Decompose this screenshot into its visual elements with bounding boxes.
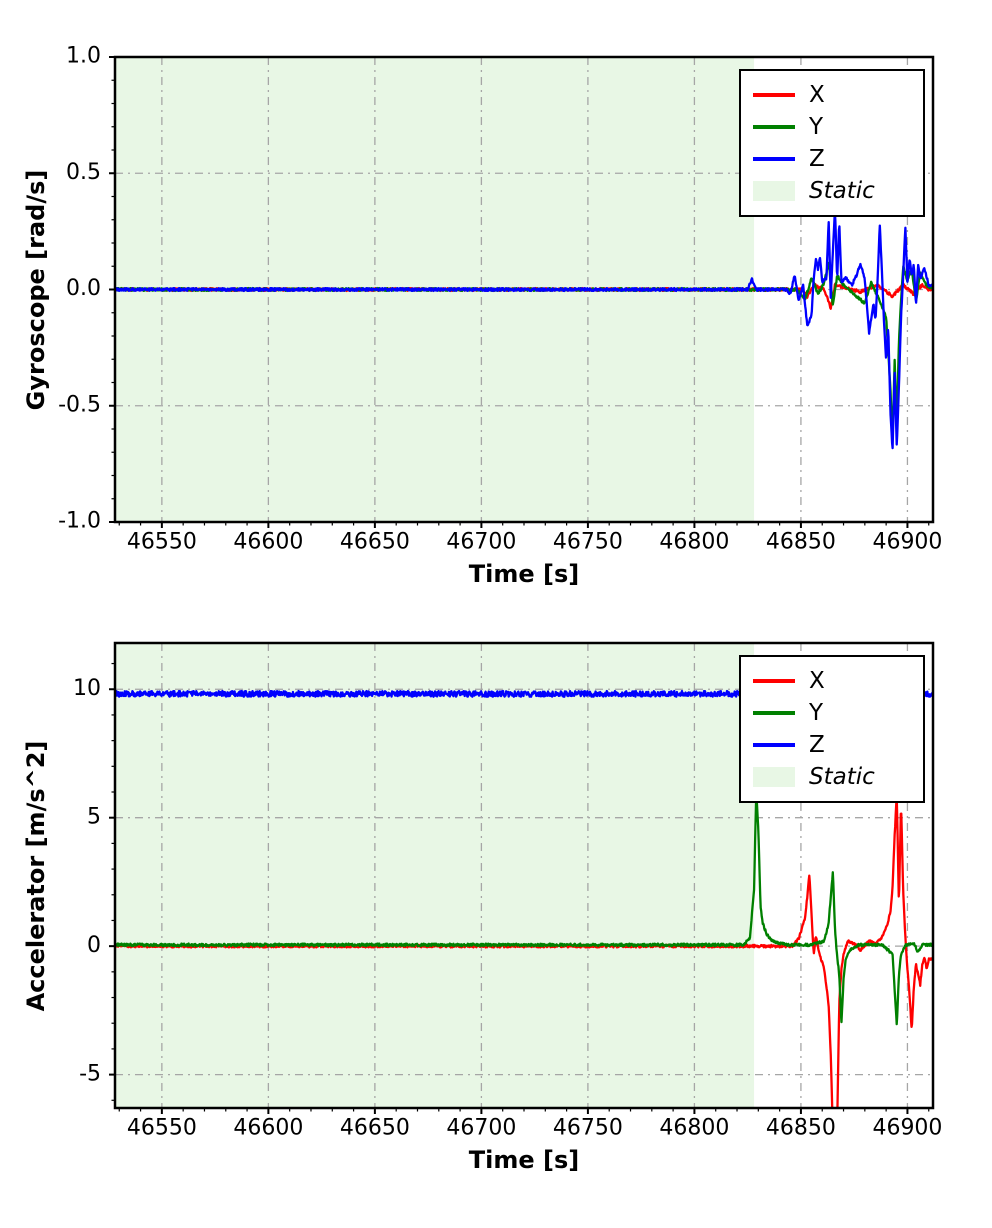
legend-label-y: Y bbox=[809, 113, 824, 140]
legend-label-static: Static bbox=[809, 177, 875, 204]
legend-entry-x: X bbox=[753, 80, 911, 110]
legend-label-y: Y bbox=[809, 699, 824, 726]
static-region-swatch bbox=[753, 767, 795, 787]
legend-label-z: Z bbox=[809, 731, 825, 758]
legend-entry-z: Z bbox=[753, 144, 911, 174]
legend-label-static: Static bbox=[809, 763, 875, 790]
gyroscope-xaxis-label: Time [s] bbox=[468, 560, 580, 588]
accelerator-yaxis-label: Accelerator [m/s^2] bbox=[22, 740, 50, 1012]
legend-label-z: Z bbox=[809, 145, 825, 172]
series-z-swatch bbox=[753, 157, 795, 161]
series-x-swatch bbox=[753, 93, 795, 97]
gyroscope-yaxis-label: Gyroscope [rad/s] bbox=[22, 169, 50, 411]
legend-entry-y: Y bbox=[753, 112, 911, 142]
series-y-swatch bbox=[753, 711, 795, 715]
accelerator-xaxis-label: Time [s] bbox=[468, 1146, 580, 1174]
legend-entry-y: Y bbox=[753, 698, 911, 728]
legend-entry-x: X bbox=[753, 666, 911, 696]
series-x-swatch bbox=[753, 679, 795, 683]
legend-label-x: X bbox=[809, 667, 825, 694]
static-region-swatch bbox=[753, 181, 795, 201]
series-z-swatch bbox=[753, 743, 795, 747]
series-y-swatch bbox=[753, 125, 795, 129]
legend-entry-static: Static bbox=[753, 762, 911, 792]
legend-label-x: X bbox=[809, 81, 825, 108]
gyroscope-legend: X Y Z Static bbox=[739, 69, 925, 217]
accelerator-legend: X Y Z Static bbox=[739, 655, 925, 803]
legend-entry-static: Static bbox=[753, 176, 911, 206]
legend-entry-z: Z bbox=[753, 730, 911, 760]
